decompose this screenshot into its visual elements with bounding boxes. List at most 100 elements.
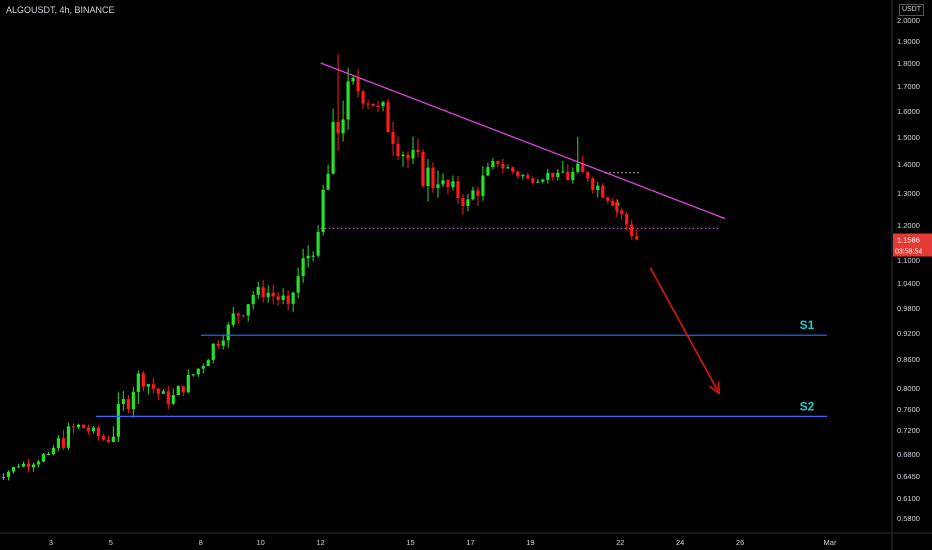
candle-body [381, 102, 385, 106]
candle-body [501, 164, 505, 169]
candle-body [396, 143, 400, 157]
x-tick-label: 19 [526, 538, 534, 547]
candle-body [456, 181, 460, 199]
candle-body [311, 255, 315, 257]
candle-body [276, 296, 280, 300]
x-tick-label: 17 [466, 538, 474, 547]
y-tick-label: 1.9000 [897, 37, 920, 46]
candle-body [181, 386, 185, 393]
candle-body [31, 464, 36, 468]
candle-body [231, 313, 235, 325]
candle-body [86, 427, 90, 432]
candle-body [256, 287, 260, 295]
candle-body [436, 184, 440, 188]
candle-body [96, 427, 100, 437]
candle-body [466, 199, 470, 207]
y-tick-label: 1.4000 [897, 160, 920, 169]
candle-body [486, 167, 490, 176]
y-tick-label: 0.7200 [897, 426, 920, 435]
candle-body [615, 202, 619, 211]
candle-body [461, 198, 465, 207]
x-tick-label: 15 [406, 538, 414, 547]
candle-body [496, 160, 500, 164]
candle-body [386, 102, 390, 132]
candle-body [166, 391, 170, 404]
candle-body [286, 295, 290, 304]
symbol-info: ALGOUSDT, 4h, BINANCE [6, 5, 115, 15]
candle-body [16, 466, 21, 468]
currency-label[interactable]: USDT [898, 4, 924, 16]
candle-body [106, 439, 110, 442]
x-tick-label: 24 [676, 538, 684, 547]
candle-body [161, 391, 165, 394]
candle-body [376, 105, 380, 107]
candle-body [406, 154, 410, 159]
candle-body [476, 190, 480, 196]
candle-body [526, 175, 530, 179]
x-tick-label: 26 [736, 538, 744, 547]
candle-body [426, 167, 430, 186]
candle-body [221, 340, 225, 346]
candle-body [316, 232, 320, 256]
candle-body [346, 81, 350, 120]
x-tick-label: 8 [199, 538, 203, 547]
candle-body [36, 461, 41, 465]
y-tick-label: 0.7600 [897, 405, 920, 414]
candle-body [171, 394, 175, 404]
candle-body [131, 391, 135, 409]
candle-body [566, 171, 570, 181]
y-tick-label: 1.7000 [897, 82, 920, 91]
projection-arrow [649, 267, 720, 394]
candle-body [366, 103, 370, 105]
candle-body [481, 175, 485, 196]
candle-body [611, 200, 615, 206]
candle-body [6, 471, 11, 478]
candle-body [136, 373, 140, 392]
y-tick-label: 1.3000 [897, 189, 920, 198]
y-tick-label: 1.2000 [897, 221, 920, 230]
candle-body [246, 304, 250, 316]
x-tick-label: 10 [257, 538, 265, 547]
candle-body [216, 343, 220, 346]
candle-body [21, 463, 26, 467]
candle-body [491, 160, 495, 168]
candle-body [326, 173, 330, 190]
candle-body [71, 426, 76, 428]
candle-body [11, 467, 16, 472]
candle-body [291, 292, 295, 304]
candle-body [76, 424, 81, 428]
y-tick-label: 1.6000 [897, 107, 920, 116]
candle-body [561, 171, 565, 173]
candle-body [341, 119, 345, 134]
descending-trendline [320, 62, 726, 220]
candle-body [401, 154, 405, 157]
candle-body [416, 149, 420, 152]
support-label-s2: S2 [800, 399, 815, 413]
candle-body [591, 178, 595, 191]
candle-body [51, 448, 56, 454]
candle-body [511, 167, 515, 172]
candle-body [596, 185, 600, 191]
candle-body [581, 163, 585, 173]
candle-body [196, 368, 200, 375]
candle-body [356, 77, 360, 92]
candle-body [121, 399, 125, 404]
candle-body [306, 255, 310, 259]
candle-body [176, 386, 180, 395]
candle-body [630, 224, 634, 237]
candle-body [556, 172, 560, 178]
y-tick-label: 0.9800 [897, 304, 920, 313]
candle-body [1, 477, 6, 479]
candle-body [211, 343, 215, 360]
x-tick-label: 12 [316, 538, 324, 547]
x-tick-label: 3 [49, 538, 53, 547]
candle-body [351, 77, 355, 82]
candle-body [281, 295, 285, 300]
candle-body [101, 436, 105, 440]
x-tick-label: Mar [824, 538, 837, 547]
candle-body [521, 175, 525, 177]
candle-body [421, 151, 425, 186]
candle-body [236, 313, 240, 316]
